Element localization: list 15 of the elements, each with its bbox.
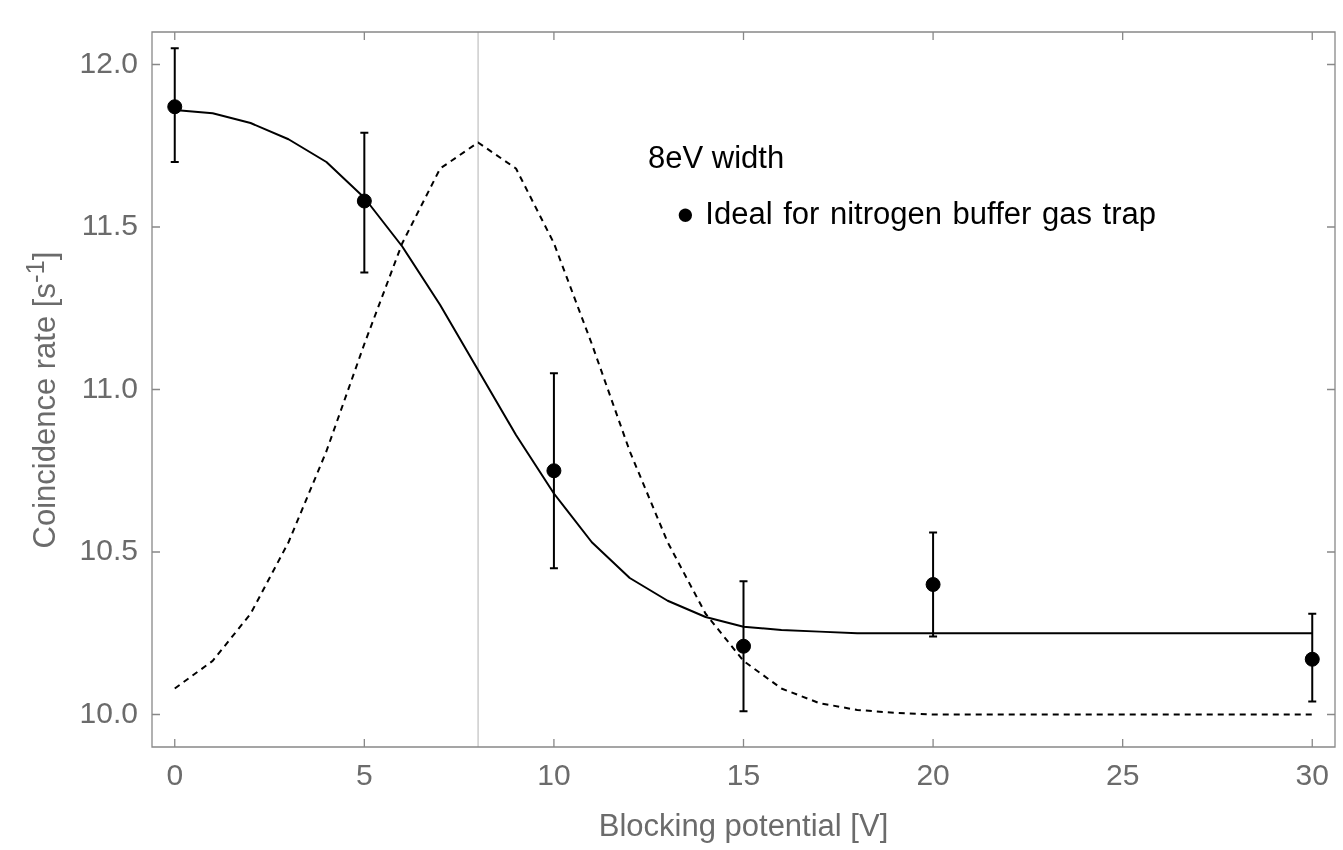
x-tick-label: 20 (916, 758, 950, 792)
y-tick-label: 10.5 (79, 533, 138, 567)
x-tick-label: 15 (726, 758, 761, 792)
x-tick-label: 10 (537, 758, 571, 792)
y-tick-label: 10.0 (79, 695, 138, 729)
x-axis-title: Blocking potential [V] (598, 807, 889, 843)
y-tick-label: 11.0 (81, 370, 138, 404)
annotation: 8eV width (648, 140, 785, 176)
y-tick-label: 11.5 (81, 208, 138, 242)
annotation: ● Ideal for nitrogen buffer gas trap (676, 196, 1156, 232)
x-tick-label: 30 (1295, 758, 1329, 792)
y-tick-label: 12.0 (79, 45, 138, 79)
x-tick-label: 0 (166, 758, 184, 792)
x-tick-label: 5 (355, 758, 373, 792)
x-tick-label: 25 (1105, 758, 1140, 792)
